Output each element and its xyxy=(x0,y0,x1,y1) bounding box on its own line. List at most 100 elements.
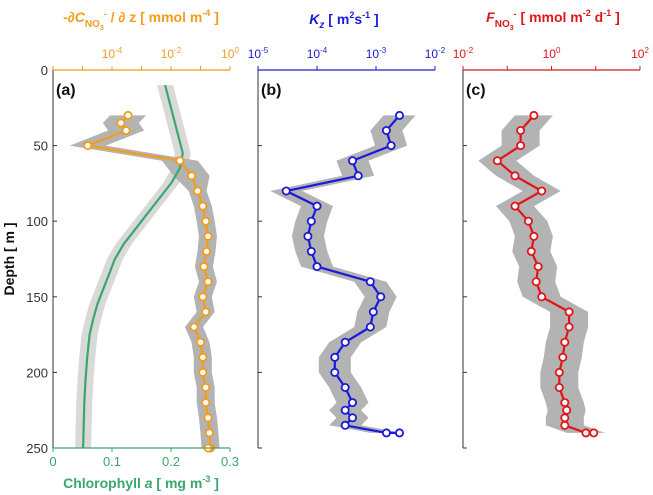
kz-point-17 xyxy=(330,367,340,377)
top-tick-label--2: 10-2 xyxy=(161,46,182,61)
flux-point-7 xyxy=(523,216,533,226)
bottom-tick-label-1: 0.1 xyxy=(103,454,121,469)
nitrate-gradient-point-22 xyxy=(204,428,214,438)
flux-point-22 xyxy=(560,420,570,430)
top-tick-label--3: 10-3 xyxy=(366,46,387,61)
top-axis-title-c: FNO3- [ mmol m-2 d-1 ] xyxy=(486,8,620,32)
top-tick-label--2: 10-2 xyxy=(453,46,474,61)
flux-point-10 xyxy=(533,262,543,272)
kz-point-4 xyxy=(353,171,363,181)
nitrate-gradient-point-7 xyxy=(198,201,208,211)
nitrate-gradient-point-10 xyxy=(201,246,211,256)
flux-point-8 xyxy=(529,231,539,241)
nitrate-gradient-point-6 xyxy=(193,186,203,196)
top-axis-title-b: Kz [ m2s-1 ] xyxy=(309,10,378,31)
flux-point-11 xyxy=(531,277,541,287)
flux-point-15 xyxy=(560,337,570,347)
depth-tick-label-100: 100 xyxy=(26,214,48,229)
nitrate-gradient-point-8 xyxy=(201,216,211,226)
kz-point-1 xyxy=(381,126,391,136)
nitrate-gradient-point-2 xyxy=(121,126,131,136)
flux-point-4 xyxy=(510,171,520,181)
nitrate-gradient-point-1 xyxy=(116,118,126,128)
depth-axis-title: Depth [ m ] xyxy=(1,222,17,295)
top-tick-label-0: 100 xyxy=(543,46,561,61)
nitrate-gradient-point-18 xyxy=(198,367,208,377)
kz-point-23 xyxy=(381,428,391,438)
kz-point-11 xyxy=(365,277,375,287)
flux-point-1 xyxy=(516,126,526,136)
top-tick-label--5: 10-5 xyxy=(248,46,269,61)
depth-tick-label-0: 0 xyxy=(41,63,48,78)
kz-point-8 xyxy=(303,231,313,241)
kz-point-3 xyxy=(347,156,357,166)
flux-point-20 xyxy=(562,405,572,415)
nitrate-gradient-point-15 xyxy=(189,322,199,332)
panel-label-a: (a) xyxy=(56,82,76,99)
nitrate-gradient-point-9 xyxy=(203,231,213,241)
flux-point-19 xyxy=(560,398,570,408)
bottom-tick-label-3: 0.3 xyxy=(221,454,239,469)
kz-point-2 xyxy=(386,141,396,151)
top-axis-title-a: -∂CNO3- / ∂ z [ mmol m-4 ] xyxy=(63,8,219,32)
flux-point-2 xyxy=(516,141,526,151)
kz-point-22 xyxy=(340,420,350,430)
nitrate-gradient-point-5 xyxy=(187,171,197,181)
flux-point-18 xyxy=(554,382,564,392)
kz-point-5 xyxy=(281,186,291,196)
chlorophyll-uncertainty-band xyxy=(75,85,191,448)
flux-point-24 xyxy=(589,428,599,438)
nitrate-gradient-point-17 xyxy=(198,352,208,362)
depth-tick-label-150: 150 xyxy=(26,290,48,305)
flux-point-16 xyxy=(558,352,568,362)
kz-point-16 xyxy=(330,352,340,362)
kz-point-21 xyxy=(347,413,357,423)
panel-a: 0 50 100 150 200 250 10-4 10-2 100 0 0.1 0.2 0.3 (a) -… xyxy=(1,8,239,491)
nitrate-gradient-point-12 xyxy=(203,277,213,287)
flux-point-23 xyxy=(581,428,591,438)
panel-label-b: (b) xyxy=(261,82,281,99)
kz-point-0 xyxy=(394,110,404,120)
kz-point-18 xyxy=(340,382,350,392)
kz-point-15 xyxy=(340,337,350,347)
bottom-axis-title: Chlorophyll a [ mg m-3 ] xyxy=(63,474,219,491)
flux-point-14 xyxy=(564,322,574,332)
kz-point-20 xyxy=(340,405,350,415)
flux-uncertainty-band xyxy=(478,115,613,433)
flux-point-5 xyxy=(537,186,547,196)
panel-c: 10-2 100 102 (c) FNO3- [ mmol m-2 d-1 ] xyxy=(453,8,649,449)
flux-point-0 xyxy=(529,110,539,120)
top-tick-label--4: 10-4 xyxy=(307,46,328,61)
top-tick-label-2: 102 xyxy=(631,46,649,61)
nitrate-gradient-point-13 xyxy=(198,292,208,302)
top-tick-label--2: 10-2 xyxy=(425,46,446,61)
nitrate-gradient-point-16 xyxy=(195,337,205,347)
top-tick-label-0: 100 xyxy=(221,46,239,61)
kz-point-10 xyxy=(312,262,322,272)
flux-point-6 xyxy=(510,201,520,211)
nitrate-uncertainty-band xyxy=(69,115,220,449)
nitrate-gradient-point-3 xyxy=(83,141,93,151)
nitrate-gradient-point-0 xyxy=(123,110,133,120)
top-tick-label--4: 10-4 xyxy=(102,46,123,61)
kz-point-9 xyxy=(306,246,316,256)
depth-tick-label-250: 250 xyxy=(26,441,48,456)
nitrate-gradient-point-11 xyxy=(199,262,209,272)
kz-point-12 xyxy=(376,292,386,302)
kz-point-24 xyxy=(394,428,404,438)
bottom-tick-label-0: 0 xyxy=(49,454,56,469)
flux-point-21 xyxy=(560,413,570,423)
nitrate-gradient-point-20 xyxy=(201,398,211,408)
nitrate-gradient-point-14 xyxy=(201,307,211,317)
flux-point-3 xyxy=(492,156,502,166)
nitrate-gradient-point-21 xyxy=(203,413,213,423)
panel-b: 10-5 10-4 10-3 10-2 (b) Kz [ m2s-1 ] xyxy=(248,10,446,449)
kz-point-14 xyxy=(365,322,375,332)
bottom-tick-label-2: 0.2 xyxy=(162,454,180,469)
nitrate-gradient-point-19 xyxy=(201,382,211,392)
depth-tick-label-50: 50 xyxy=(34,139,48,154)
kz-point-19 xyxy=(347,398,357,408)
flux-point-12 xyxy=(537,292,547,302)
kz-point-13 xyxy=(368,307,378,317)
